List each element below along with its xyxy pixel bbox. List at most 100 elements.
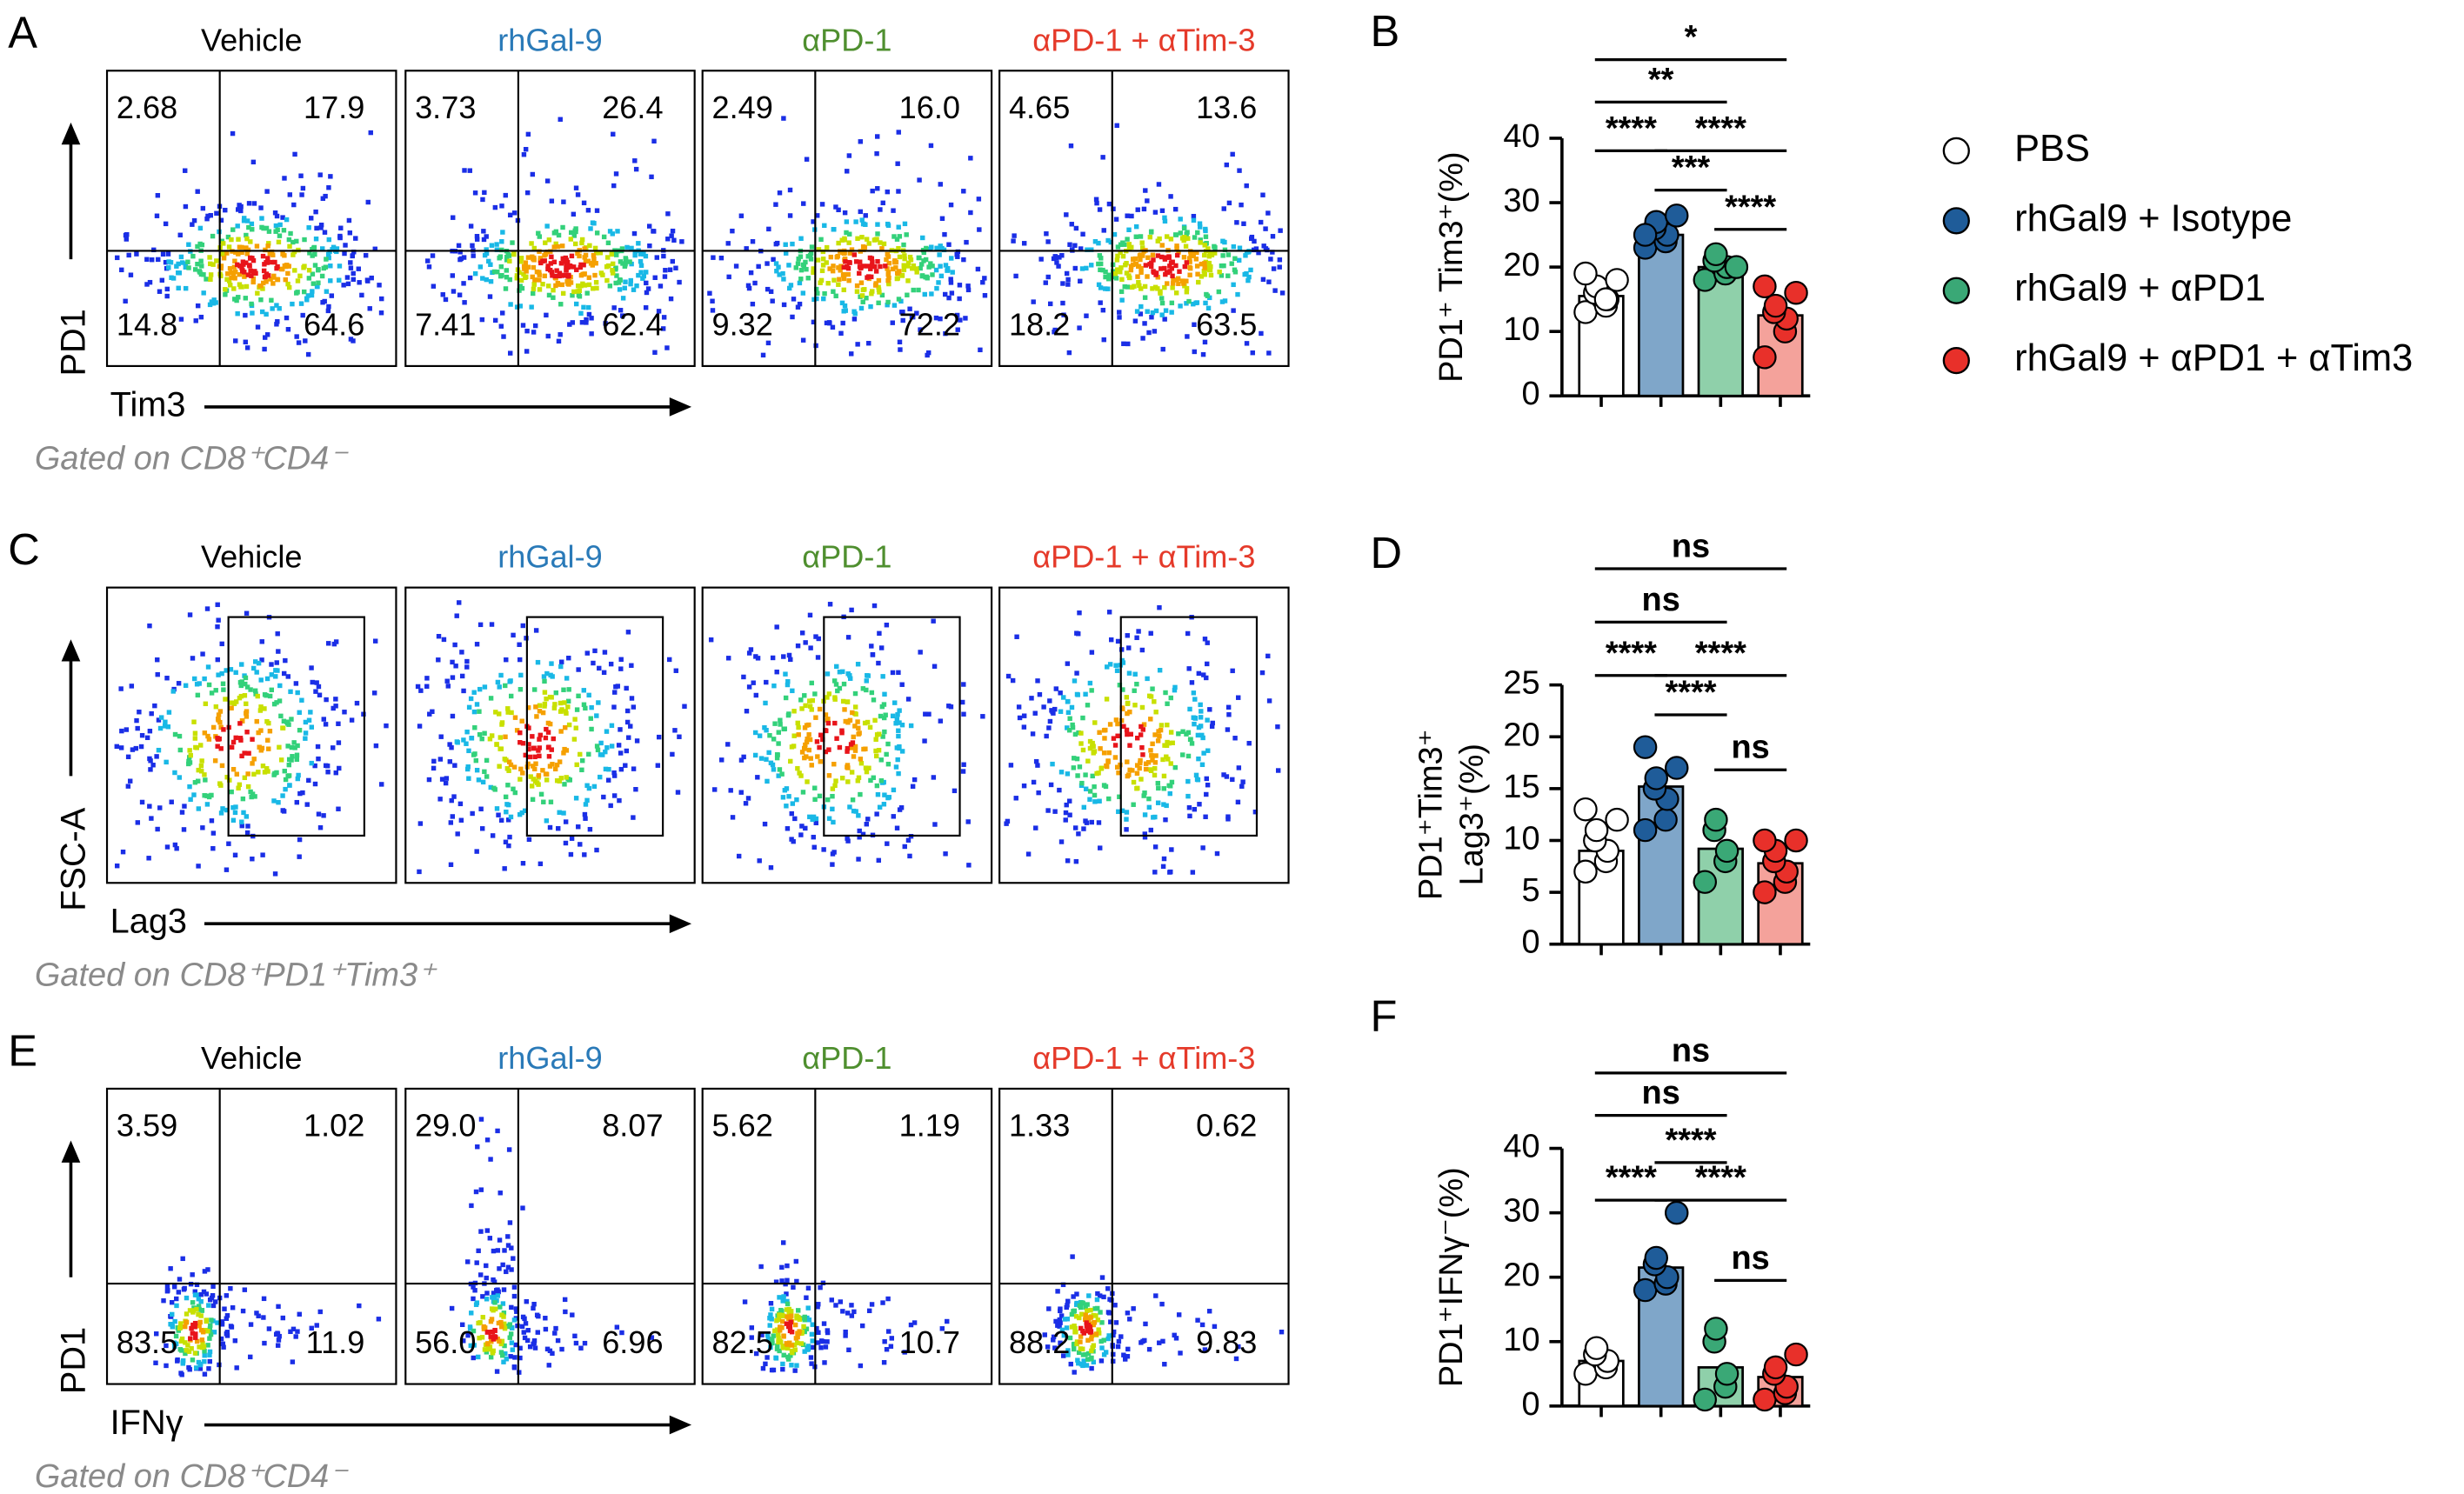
event-dot <box>239 244 244 250</box>
event-dot <box>237 782 243 788</box>
event-dot <box>776 1332 781 1337</box>
event-dot <box>192 1320 198 1326</box>
event-dot <box>1105 758 1111 764</box>
event-dot <box>498 746 504 751</box>
event-dot <box>472 270 478 277</box>
event-dot <box>1092 238 1098 244</box>
event-dot <box>1114 668 1120 673</box>
event-dot <box>939 245 945 251</box>
event-dot <box>1150 286 1155 291</box>
event-dot <box>198 763 204 769</box>
event-dot <box>437 797 443 802</box>
event-dot <box>157 805 163 810</box>
event-dot <box>336 721 341 726</box>
event-dot <box>523 1321 529 1326</box>
event-dot <box>551 230 558 236</box>
event-dot <box>490 1295 495 1300</box>
event-dot <box>831 277 837 283</box>
event-dot <box>884 751 889 757</box>
event-dot <box>781 1333 786 1338</box>
event-dot <box>855 778 861 784</box>
event-dot <box>1237 168 1242 173</box>
event-dot <box>576 283 581 289</box>
event-dot <box>884 1346 890 1352</box>
event-dot <box>665 237 671 242</box>
event-dot <box>536 230 541 236</box>
event-dot <box>532 754 538 760</box>
event-dot <box>771 1367 777 1373</box>
event-dot <box>154 754 159 759</box>
event-dot <box>545 720 551 726</box>
event-dot <box>224 807 230 813</box>
event-dot <box>613 267 618 272</box>
event-dot <box>164 1284 170 1289</box>
event-dot <box>317 692 323 697</box>
event-dot <box>161 1297 166 1304</box>
group-title: αPD-1 <box>802 539 891 575</box>
event-dot <box>968 156 973 161</box>
event-dot <box>878 713 884 719</box>
event-dot <box>916 255 922 261</box>
event-dot <box>531 764 536 769</box>
event-dot <box>803 259 808 265</box>
gate-note: Gated on CD8⁺CD4⁻ <box>35 440 349 477</box>
event-dot <box>264 676 270 682</box>
event-dot <box>1103 286 1108 291</box>
event-dot <box>415 684 421 690</box>
event-dot <box>837 744 843 750</box>
event-dot <box>212 1299 218 1304</box>
event-dot <box>231 701 237 706</box>
event-dot <box>1058 690 1063 696</box>
event-dot <box>347 230 353 236</box>
event-dot <box>544 670 550 677</box>
event-dot <box>787 187 793 193</box>
event-dot <box>1187 706 1192 712</box>
event-dot <box>652 275 658 280</box>
event-dot <box>478 806 484 811</box>
event-dot <box>1111 1329 1117 1335</box>
event-dot <box>250 276 257 282</box>
event-dot <box>244 710 249 716</box>
event-dot <box>244 610 250 616</box>
event-dot <box>482 769 487 775</box>
event-dot <box>452 642 457 648</box>
event-dot <box>431 283 437 289</box>
event-dot <box>966 863 972 868</box>
event-dot <box>665 211 671 217</box>
event-dot <box>1065 858 1071 864</box>
event-dot <box>518 730 523 736</box>
event-dot <box>341 283 346 288</box>
event-dot <box>215 602 220 608</box>
event-dot <box>605 240 611 246</box>
event-dot <box>1068 1361 1073 1367</box>
event-dot <box>1251 247 1257 253</box>
event-dot <box>587 826 593 832</box>
event-dot <box>230 227 236 232</box>
event-dot <box>896 670 901 676</box>
event-dot <box>505 710 511 715</box>
event-dot <box>856 775 862 780</box>
event-dot <box>1199 709 1204 714</box>
event-dot <box>558 776 564 781</box>
event-dot <box>519 1324 525 1330</box>
event-dot <box>1111 206 1116 211</box>
event-dot <box>1139 744 1145 750</box>
event-dot <box>177 733 183 739</box>
event-dot <box>631 704 637 710</box>
event-dot <box>933 267 939 273</box>
event-dot <box>818 1284 823 1291</box>
event-dot <box>791 744 797 749</box>
event-dot <box>832 720 838 726</box>
event-dot <box>785 1298 790 1304</box>
event-dot <box>1004 821 1009 826</box>
event-dot <box>741 754 746 760</box>
event-dot <box>809 707 814 712</box>
event-dot <box>505 1243 511 1248</box>
event-dot <box>183 1324 188 1330</box>
event-dot <box>1098 300 1103 305</box>
event-dot <box>641 273 647 279</box>
event-dot <box>1159 254 1165 260</box>
event-dot <box>1235 291 1240 297</box>
event-dot <box>836 265 841 270</box>
event-dot <box>166 710 172 715</box>
